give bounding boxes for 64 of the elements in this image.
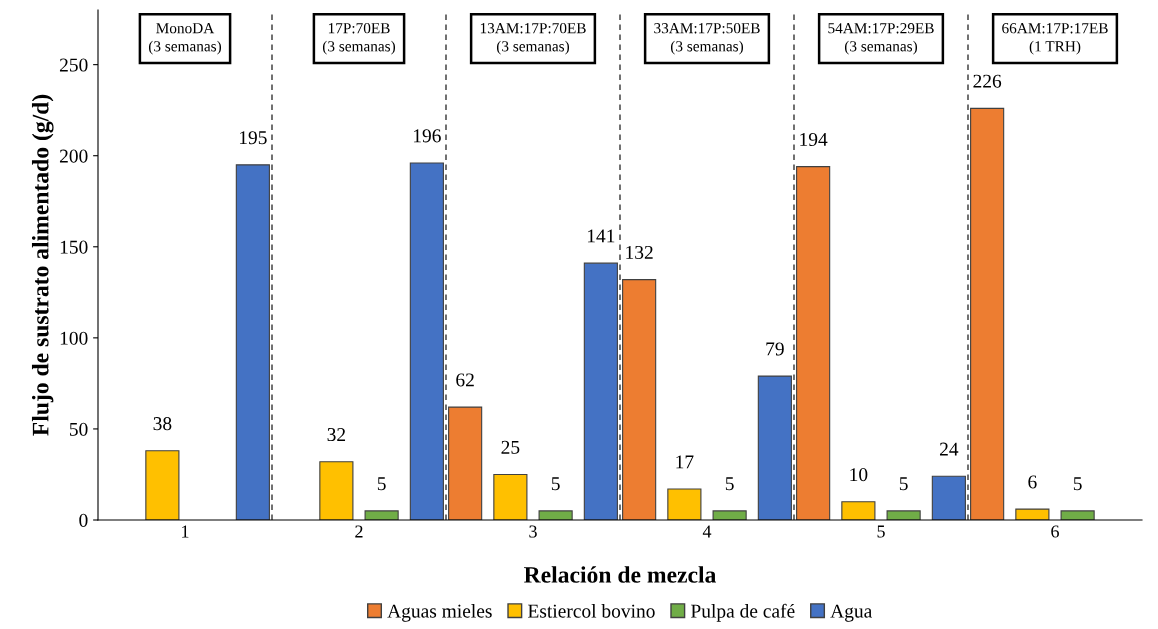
x-tick-label: 1 [182,525,189,538]
bar [667,488,702,520]
bar [931,475,966,520]
x-tick-label: 2 [355,525,363,538]
data-label: 38 [153,417,172,431]
bar [757,375,792,520]
legend-label: Pulpa de café [691,603,795,622]
bar [235,164,270,520]
bar [364,510,399,520]
data-label: 24 [939,442,959,456]
data-label: 226 [973,74,1002,88]
x-axis-title: Relación de mezcla [524,566,717,583]
annotation: MonoDA (3 semanas) [148,23,222,55]
data-label: 5 [1073,477,1082,491]
bar [1060,510,1095,520]
legend-label: Agua [830,604,873,622]
x-tick-label: 5 [877,525,885,538]
data-label: 196 [413,129,441,143]
data-label: 10 [850,468,868,482]
data-label: 32 [327,428,346,442]
data-label: 195 [239,131,267,145]
bar [145,450,180,520]
annotation: 17P:70EB (3 semanas) [322,23,396,55]
data-label: 141 [587,229,615,243]
y-tick-label: 50 [69,422,88,436]
bar [448,406,483,520]
annotation: 54AM:17P:29EB (3 semanas) [828,23,934,55]
data-label: 5 [377,477,386,491]
legend-label: Aguas mieles [387,604,492,622]
y-tick-label: 150 [60,240,88,254]
annotation: 66AM:17P:17EB (1 TRH) [1002,23,1108,55]
legend-label: Estiercol bovino [528,604,655,618]
data-label: 17 [676,455,694,469]
bar [886,510,921,520]
x-tick-label: 4 [702,525,712,538]
bar [796,166,831,520]
x-tick-label: 6 [1051,525,1059,538]
annotation: 13AM:17P:70EB (3 semanas) [480,23,586,55]
y-tick-label: 250 [59,58,88,72]
bar [1015,508,1050,520]
annotation: 33AM:17P:50EB (3 semanas) [654,23,760,55]
y-axis-title: Flujo de sustrato alimentado (g/d) [31,94,54,436]
bar [583,262,618,520]
bar [622,279,657,520]
y-tick-label: 100 [60,331,88,345]
bar [409,162,444,520]
data-label: 194 [800,132,828,147]
data-label: 25 [501,440,520,454]
data-label: 5 [551,477,560,491]
data-label: 6 [1028,475,1037,489]
x-tick-label: 3 [529,525,537,538]
bar [841,501,876,520]
data-label: 62 [456,373,474,387]
bar [493,473,528,520]
bar [319,461,354,520]
y-tick-label: 0 [79,513,88,527]
bar [538,510,573,520]
bar [712,510,747,520]
data-label: 5 [725,477,734,491]
data-label: 5 [899,477,908,491]
data-label: 132 [626,245,653,259]
data-label: 79 [766,342,784,356]
y-tick-label: 200 [59,149,88,163]
bar [970,107,1005,520]
